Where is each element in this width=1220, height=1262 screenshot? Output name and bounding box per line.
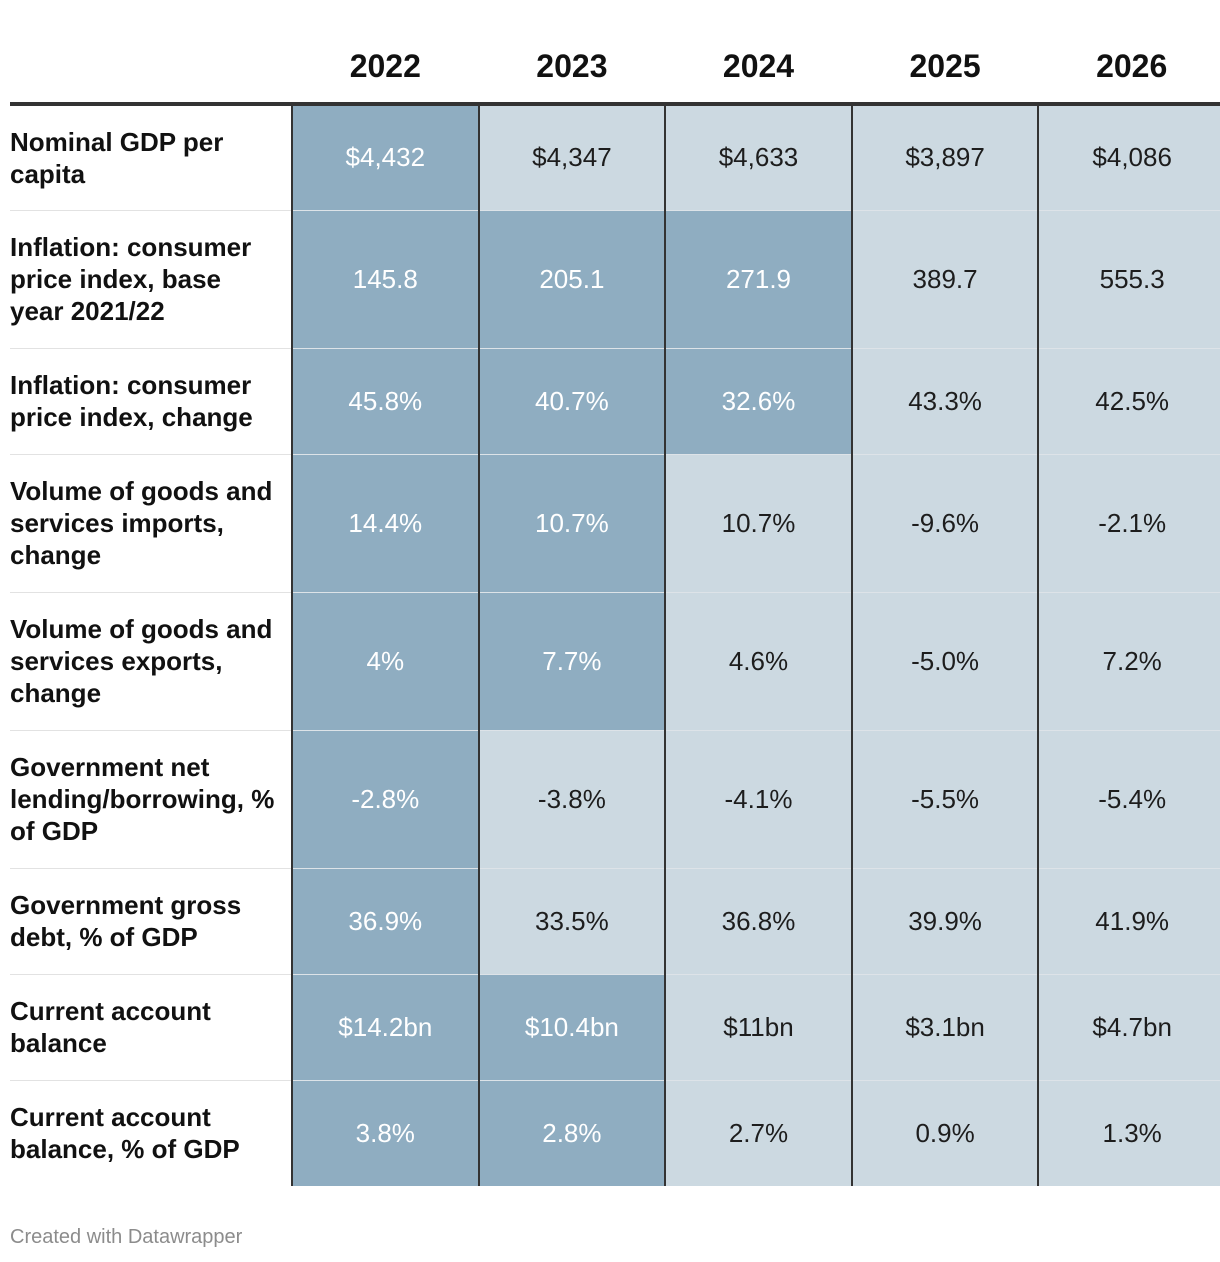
column-header: 2023 xyxy=(478,30,666,106)
row-label: Current account balance xyxy=(10,974,292,1081)
row-label: Government gross debt, % of GDP xyxy=(10,868,292,975)
table-row: Inflation: consumer price index, base ye… xyxy=(10,210,1220,349)
table-cell: $4,432 xyxy=(291,104,479,211)
table-cell: 271.9 xyxy=(664,210,852,349)
table-cell: 10.7% xyxy=(477,454,666,593)
table-cell: -5.5% xyxy=(850,730,1039,869)
table-cell: $14.2bn xyxy=(291,974,479,1081)
table-cell: 555.3 xyxy=(1037,210,1220,349)
header-row: 2022 2023 2024 2025 2026 xyxy=(10,30,1220,106)
table-cell: 4% xyxy=(291,592,479,731)
table-cell: 389.7 xyxy=(850,210,1039,349)
table-cell: 45.8% xyxy=(291,348,479,455)
row-label: Nominal GDP per capita xyxy=(10,104,292,211)
table-cell: 36.9% xyxy=(291,868,479,975)
table-cell: -2.1% xyxy=(1037,454,1220,593)
table-cell: $10.4bn xyxy=(477,974,666,1081)
table-row: Government net lending/borrowing, % of G… xyxy=(10,730,1220,869)
table-row: Current account balance $14.2bn $10.4bn $11… xyxy=(10,974,1220,1081)
table-cell: 1.3% xyxy=(1037,1080,1220,1186)
row-label: Government net lending/borrowing, % of G… xyxy=(10,730,292,869)
table-cell: 41.9% xyxy=(1037,868,1220,975)
table-cell: $4,347 xyxy=(477,104,666,211)
table-cell: 145.8 xyxy=(291,210,479,349)
table-cell: $3,897 xyxy=(850,104,1039,211)
column-header: 2024 xyxy=(665,30,852,106)
column-header: 2026 xyxy=(1038,30,1220,106)
table-cell: 43.3% xyxy=(850,348,1039,455)
table-cell: 3.8% xyxy=(291,1080,479,1186)
row-label: Current account balance, % of GDP xyxy=(10,1102,240,1165)
table-row: Nominal GDP per capita $4,432 $4,347 $4,633… xyxy=(10,104,1220,211)
table-cell: -9.6% xyxy=(850,454,1039,593)
table-row: Current account balance, % of GDP 3.8% 2.8… xyxy=(10,1080,1220,1186)
table-cell: 0.9% xyxy=(850,1080,1039,1186)
table-cell: -5.4% xyxy=(1037,730,1220,869)
table-cell: $3.1bn xyxy=(850,974,1039,1081)
table-row: Volume of goods and services exports, ch… xyxy=(10,592,1220,731)
table-cell: -2.8% xyxy=(291,730,479,869)
table-cell: -5.0% xyxy=(850,592,1039,731)
row-label: Inflation: consumer price index, change xyxy=(10,348,292,455)
table-cell: 14.4% xyxy=(291,454,479,593)
footer-credit: Created with Datawrapper xyxy=(10,1226,243,1248)
row-label: Volume of goods and services imports, ch… xyxy=(10,454,292,593)
table-cell: 205.1 xyxy=(477,210,666,349)
table-cell: $4,086 xyxy=(1037,104,1220,211)
table-cell: 10.7% xyxy=(664,454,852,593)
table-cell: -3.8% xyxy=(477,730,666,869)
table-row: Government gross debt, % of GDP 36.9% 33.5… xyxy=(10,868,1220,975)
table-cell: 32.6% xyxy=(664,348,852,455)
table-cell: $4,633 xyxy=(664,104,852,211)
table-cell: 2.7% xyxy=(664,1080,852,1186)
table-cell: -4.1% xyxy=(664,730,852,869)
table-body: Nominal GDP per capita $4,432 $4,347 $4,633… xyxy=(10,104,1220,1186)
table-cell: 4.6% xyxy=(664,592,852,731)
header-corner xyxy=(10,30,292,106)
row-label: Inflation: consumer price index, base ye… xyxy=(10,210,292,349)
table-cell: 36.8% xyxy=(664,868,852,975)
table-cell: 7.2% xyxy=(1037,592,1220,731)
table-row: Inflation: consumer price index, change 4… xyxy=(10,348,1220,455)
row-label: Volume of goods and services exports, ch… xyxy=(10,592,292,731)
table-cell: 39.9% xyxy=(850,868,1039,975)
table-cell: 40.7% xyxy=(477,348,666,455)
table-cell: $4.7bn xyxy=(1037,974,1220,1081)
table-cell: 42.5% xyxy=(1037,348,1220,455)
table-cell: 7.7% xyxy=(477,592,666,731)
table-cell: 2.8% xyxy=(477,1080,666,1186)
table-cell: 33.5% xyxy=(477,868,666,975)
column-header: 2022 xyxy=(292,30,479,106)
table-cell: $11bn xyxy=(664,974,852,1081)
table-row: Volume of goods and services imports, ch… xyxy=(10,454,1220,593)
data-table: 2022 2023 2024 2025 2026 Nominal GDP per… xyxy=(10,30,1220,1186)
column-header: 2025 xyxy=(851,30,1039,106)
